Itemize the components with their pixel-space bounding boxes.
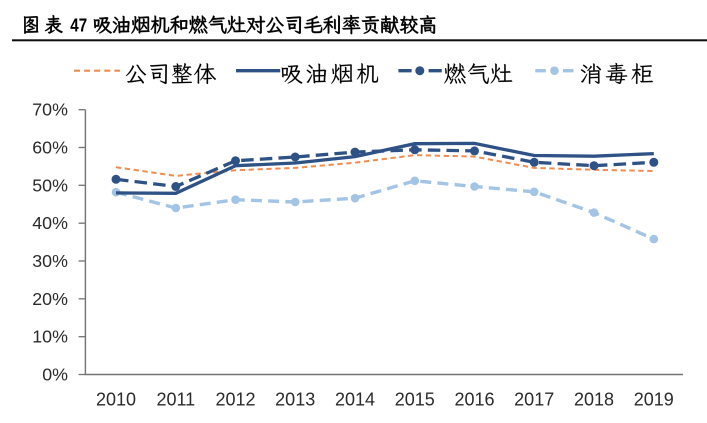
- svg-text:70%: 70%: [32, 100, 68, 120]
- svg-text:40%: 40%: [32, 213, 68, 233]
- svg-text:2015: 2015: [395, 390, 435, 410]
- svg-text:2010: 2010: [96, 390, 136, 410]
- svg-text:60%: 60%: [32, 138, 68, 158]
- svg-text:20%: 20%: [32, 289, 68, 309]
- svg-text:2018: 2018: [574, 390, 614, 410]
- svg-text:47: 47: [70, 15, 87, 36]
- svg-text:2012: 2012: [215, 390, 255, 410]
- svg-text:0%: 0%: [42, 365, 68, 385]
- svg-text:10%: 10%: [32, 327, 68, 347]
- svg-text:50%: 50%: [32, 175, 68, 195]
- svg-text:2016: 2016: [454, 390, 494, 410]
- svg-text:2014: 2014: [335, 390, 375, 410]
- svg-text:2017: 2017: [514, 390, 554, 410]
- svg-text:2011: 2011: [156, 390, 195, 410]
- svg-text:2019: 2019: [634, 390, 674, 410]
- svg-text:2013: 2013: [275, 390, 315, 410]
- svg-text:30%: 30%: [32, 251, 68, 271]
